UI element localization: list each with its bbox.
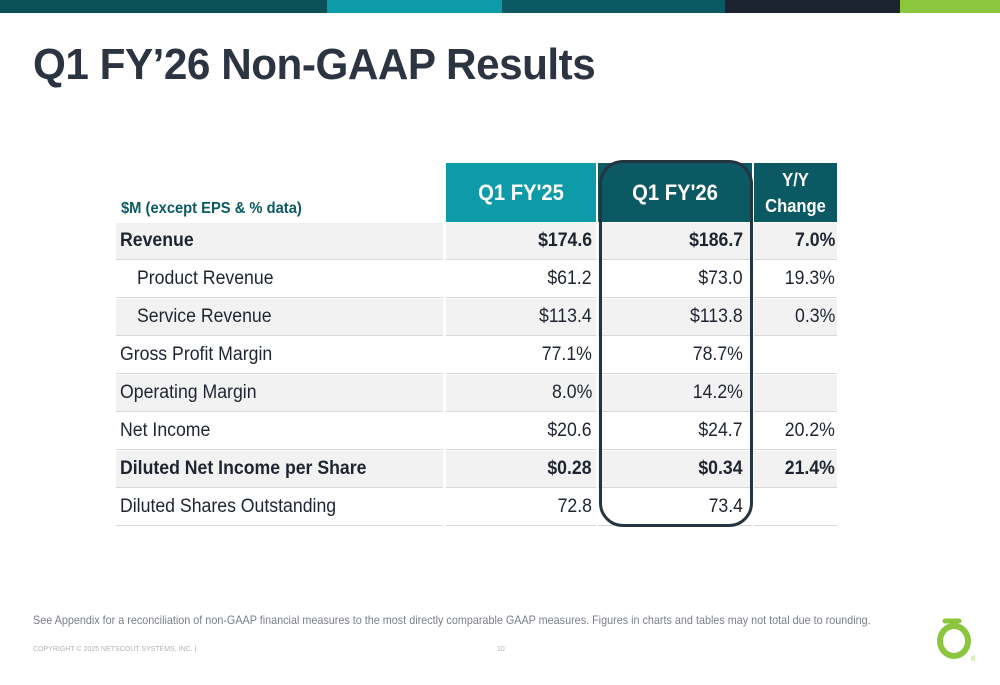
row-label: Diluted Net Income per Share (120, 458, 367, 479)
row-label: Diluted Shares Outstanding (120, 496, 337, 517)
value-q1-fy25: $61.2 (547, 268, 592, 289)
value-q1-fy26: $24.7 (698, 420, 743, 441)
top-bar-segment (502, 0, 725, 13)
row-label: Service Revenue (137, 306, 272, 327)
header-yy-change: Y/Y Change (754, 163, 837, 222)
row-label: Gross Profit Margin (120, 344, 273, 365)
value-q1-fy26: 78.7% (692, 344, 743, 365)
header-yy-label: Y/Y (782, 169, 809, 190)
copyright: COPYRIGHT © 2025 NETSCOUT SYSTEMS, INC. … (33, 646, 197, 653)
value-q1-fy26: $0.34 (698, 458, 743, 479)
top-bar-segment (900, 0, 1000, 13)
table-row-service-revenue: Service Revenue $113.4 $113.8 0.3% (116, 299, 837, 336)
top-bar-segment (327, 0, 502, 13)
netscout-logo-icon: ® (937, 618, 975, 663)
table-row-diluted-shares: Diluted Shares Outstanding 72.8 73.4 (116, 489, 837, 526)
row-label: Net Income (120, 420, 211, 441)
value-q1-fy26: 73.4 (708, 496, 743, 517)
top-bar-segment (0, 0, 327, 13)
value-q1-fy26: $113.8 (690, 306, 743, 327)
unit-label-cell: $M (except EPS & % data) (116, 163, 443, 222)
page-number: 10 (497, 646, 505, 653)
header-q1-fy25: Q1 FY'25 (446, 163, 596, 222)
value-q1-fy25: 72.8 (557, 496, 592, 517)
table-row-product-revenue: Product Revenue $61.2 $73.0 19.3% (116, 261, 837, 298)
value-yy-change: 20.2% (784, 420, 835, 441)
table-row-revenue: Revenue $174.6 $186.7 7.0% (116, 223, 837, 260)
value-yy-change: 19.3% (784, 268, 835, 289)
value-q1-fy25: $113.4 (539, 306, 592, 327)
header-change-label: Change (765, 195, 826, 216)
row-label: Product Revenue (137, 268, 274, 289)
footnote: See Appendix for a reconciliation of non… (33, 613, 871, 627)
value-yy-change: 7.0% (794, 230, 835, 251)
top-bar-segment (725, 0, 900, 13)
value-yy-change: 21.4% (784, 458, 835, 479)
header-q1-fy26-label: Q1 FY'26 (632, 179, 718, 205)
header-q1-fy26: Q1 FY'26 (598, 163, 752, 222)
slide-title: Q1 FY’26 Non-GAAP Results (33, 40, 596, 89)
table-row-diluted-eps: Diluted Net Income per Share $0.28 $0.34… (116, 451, 837, 488)
value-q1-fy25: $0.28 (547, 458, 592, 479)
value-q1-fy26: $186.7 (688, 230, 743, 251)
logo-registered-mark: ® (971, 655, 975, 663)
value-q1-fy25: $174.6 (537, 230, 592, 251)
value-q1-fy25: 77.1% (541, 344, 592, 365)
row-label: Operating Margin (120, 382, 257, 403)
value-q1-fy25: $20.6 (547, 420, 592, 441)
top-color-bar (0, 0, 1000, 13)
value-q1-fy25: 8.0% (551, 382, 592, 403)
table-row-operating-margin: Operating Margin 8.0% 14.2% (116, 375, 837, 412)
unit-label: $M (except EPS & % data) (121, 200, 302, 217)
value-q1-fy26: 14.2% (692, 382, 743, 403)
table-row-net-income: Net Income $20.6 $24.7 20.2% (116, 413, 837, 450)
value-q1-fy26: $73.0 (698, 268, 743, 289)
value-yy-change: 0.3% (794, 306, 835, 327)
table-row-gross-profit-margin: Gross Profit Margin 77.1% 78.7% (116, 337, 837, 374)
row-label: Revenue (120, 230, 194, 251)
header-q1-fy25-label: Q1 FY'25 (478, 179, 564, 205)
